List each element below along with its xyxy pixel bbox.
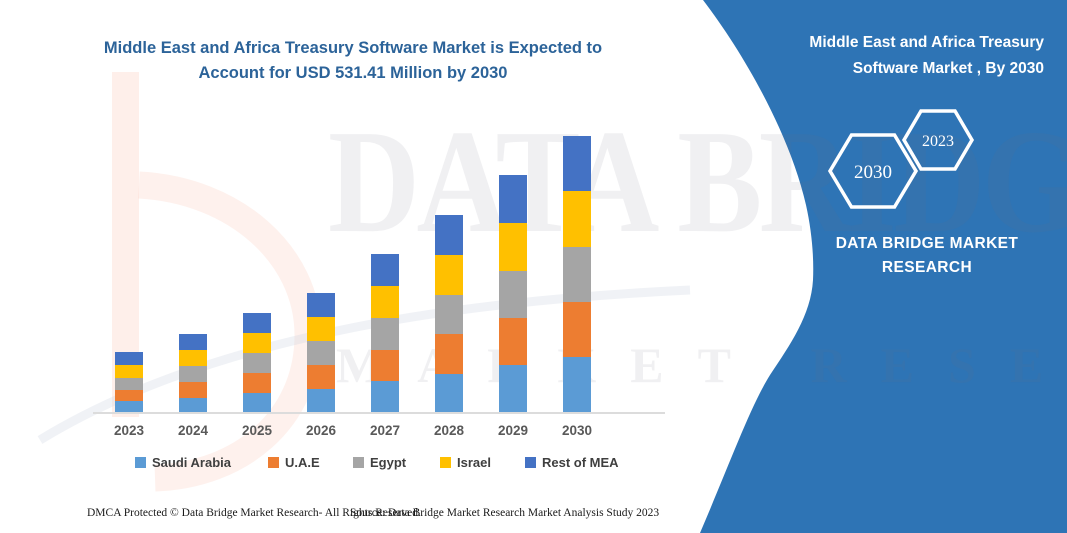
x-axis-label-2026: 2026 [305,423,337,438]
bar-segment-israel-2027 [371,286,399,319]
bar-segment-egypt-2024 [179,366,207,382]
bar-segment-saudi-arabia-2026 [307,389,335,412]
hexagon-2023-icon [901,109,975,171]
bar-segment-saudi-arabia-2029 [499,365,527,412]
bar-segment-egypt-2025 [243,353,271,374]
chart-title: Middle East and Africa Treasury Software… [63,36,643,86]
footer-source-text: Source: Data Bridge Market Research Mark… [350,507,660,519]
blue-panel-shape [700,0,1067,533]
bar-segment-u-a-e-2024 [179,381,207,398]
legend-label-egypt: Egypt [370,455,407,470]
bar-segment-rest-of-mea-2028 [435,215,463,256]
legend-swatch-egypt [353,457,364,468]
bar-segment-rest-of-mea-2029 [499,175,527,223]
bar-segment-egypt-2026 [307,341,335,366]
bar-segment-saudi-arabia-2030 [563,356,591,412]
panel-brand-line1: DATA BRIDGE MARKET [835,235,1019,252]
bar-segment-saudi-arabia-2023 [115,401,143,412]
legend-label-u-a-e: U.A.E [285,455,320,470]
legend-swatch-saudi-arabia [135,457,146,468]
legend-swatch-u-a-e [268,457,279,468]
bar-2028 [435,215,463,412]
bar-segment-u-a-e-2025 [243,373,271,393]
hexagon-2023-label: 2023 [922,133,954,150]
legend-swatch-israel [440,457,451,468]
legend-item-saudi-arabia: Saudi Arabia [135,455,231,470]
x-axis-label-2027: 2027 [369,423,401,438]
x-axis-line [93,412,665,414]
bar-segment-egypt-2029 [499,270,527,319]
bar-2026 [307,293,335,412]
bar-2024 [179,334,207,412]
chart-legend: Saudi Arabia U.A.E Egypt Israel Rest of MEA [0,455,1067,475]
bar-segment-u-a-e-2030 [563,301,591,357]
legend-swatch-rest-of-mea [525,457,536,468]
bar-segment-rest-of-mea-2024 [179,334,207,351]
bar-segment-u-a-e-2027 [371,349,399,382]
bar-segment-israel-2026 [307,317,335,342]
bar-segment-u-a-e-2026 [307,365,335,390]
x-axis-label-2030: 2030 [561,423,593,438]
bar-segment-saudi-arabia-2027 [371,381,399,412]
bar-2025 [243,312,271,412]
legend-label-saudi-arabia: Saudi Arabia [152,455,231,470]
bar-segment-israel-2023 [115,365,143,378]
bar-segment-egypt-2028 [435,294,463,335]
legend-item-israel: Israel [440,455,491,470]
legend-item-u-a-e: U.A.E [268,455,320,470]
legend-label-rest-of-mea: Rest of MEA [542,455,619,470]
bar-segment-u-a-e-2029 [499,318,527,366]
x-axis-label-2025: 2025 [241,423,273,438]
bar-2030 [563,135,591,412]
hexagon-2030-label: 2030 [854,162,892,183]
bar-segment-egypt-2030 [563,246,591,302]
bar-2029 [499,175,527,412]
bar-segment-rest-of-mea-2026 [307,293,335,318]
bar-segment-rest-of-mea-2027 [371,254,399,287]
bar-segment-saudi-arabia-2025 [243,392,271,412]
bar-segment-israel-2029 [499,222,527,271]
bar-segment-israel-2028 [435,255,463,295]
legend-label-israel: Israel [457,455,491,470]
x-axis-label-2024: 2024 [177,423,209,438]
bar-segment-saudi-arabia-2028 [435,373,463,412]
bar-segment-u-a-e-2023 [115,389,143,402]
hexagon-badges: 2030 2023 [827,109,975,209]
hexagon-2030-icon [827,133,919,209]
chart-title-line2: Account for USD 531.41 Million by 2030 [198,64,508,82]
bar-segment-israel-2025 [243,333,271,354]
x-axis-label-2029: 2029 [497,423,529,438]
bar-segment-u-a-e-2028 [435,334,463,374]
bar-2023 [115,352,143,412]
chart-title-line1: Middle East and Africa Treasury Software… [103,39,603,57]
bar-segment-egypt-2023 [115,377,143,390]
bar-segment-rest-of-mea-2025 [243,312,271,334]
x-axis-label-2028: 2028 [433,423,465,438]
bar-segment-saudi-arabia-2024 [179,397,207,412]
footer-dmca-text: DMCA Protected © Data Bridge Market Rese… [87,507,421,519]
bar-segment-israel-2030 [563,191,591,247]
bar-segment-rest-of-mea-2023 [115,352,143,366]
legend-item-rest-of-mea: Rest of MEA [525,455,619,470]
x-axis-label-2023: 2023 [113,423,145,438]
bar-segment-israel-2024 [179,350,207,367]
panel-brand-line2: RESEARCH [881,259,973,276]
panel-brand-text: DATA BRIDGE MARKET RESEARCH [790,232,1064,280]
bar-2027 [371,254,399,412]
panel-title: Middle East and Africa Treasury Software… [809,34,1044,77]
bar-segment-egypt-2027 [371,318,399,350]
bar-segment-rest-of-mea-2030 [563,135,591,192]
legend-item-egypt: Egypt [353,455,406,470]
